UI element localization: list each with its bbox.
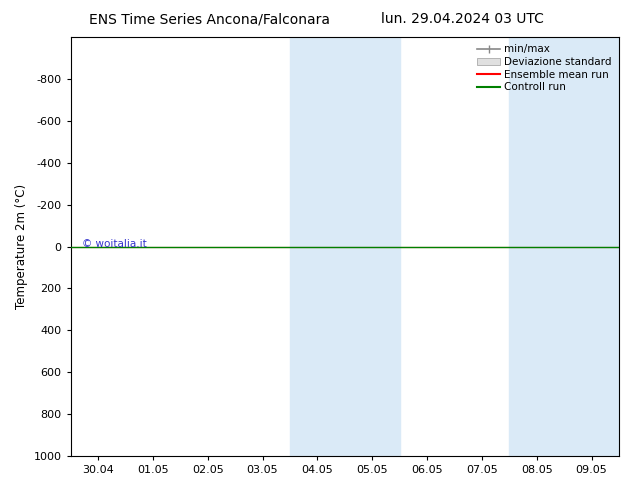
- Text: ENS Time Series Ancona/Falconara: ENS Time Series Ancona/Falconara: [89, 12, 330, 26]
- Bar: [509, 37, 619, 456]
- Text: lun. 29.04.2024 03 UTC: lun. 29.04.2024 03 UTC: [382, 12, 544, 26]
- Y-axis label: Temperature 2m (°C): Temperature 2m (°C): [15, 184, 28, 309]
- Bar: [290, 37, 399, 456]
- Text: © woitalia.it: © woitalia.it: [82, 240, 146, 249]
- Legend: min/max, Deviazione standard, Ensemble mean run, Controll run: min/max, Deviazione standard, Ensemble m…: [475, 42, 614, 94]
